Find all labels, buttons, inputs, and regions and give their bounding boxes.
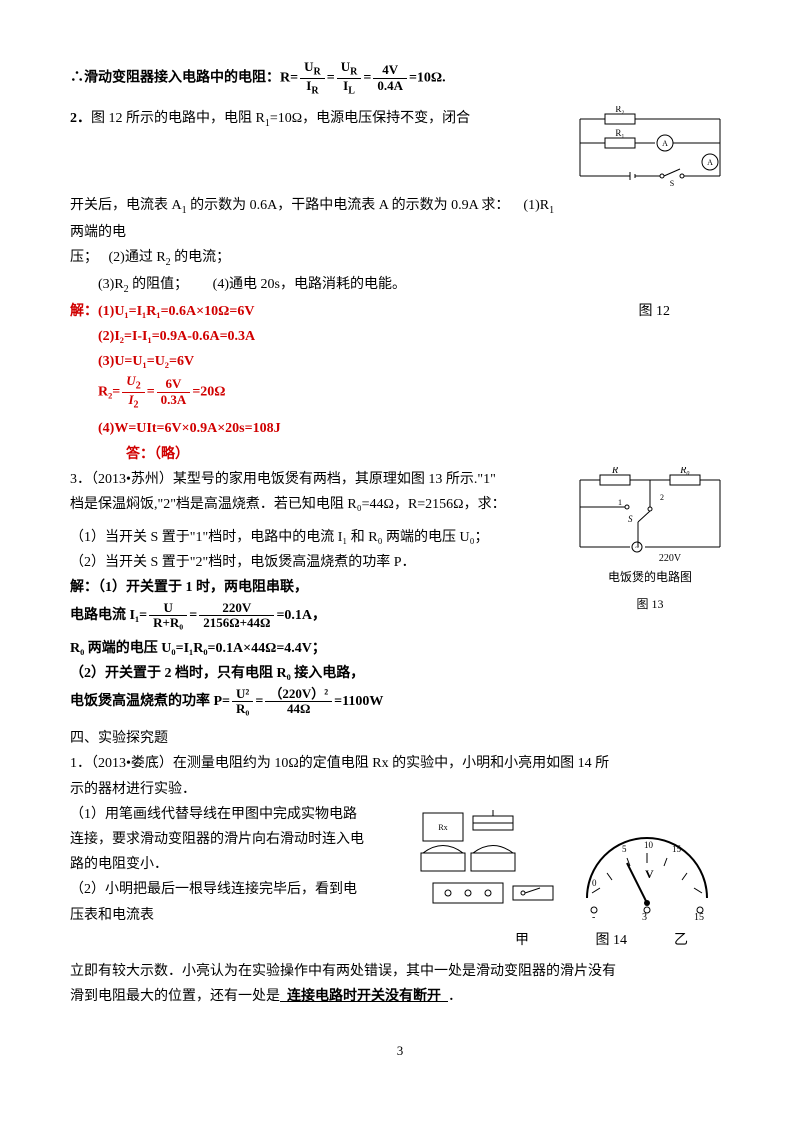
svg-text:~: ~ bbox=[635, 544, 639, 552]
q2-asks: 压； (2)通过 R2 的电流； bbox=[70, 245, 730, 272]
sec4-block: 四、实验探究题 1．（2013•娄底）在测量电阻约为 10Ω的定值电阻 Rx 的… bbox=[70, 726, 730, 1009]
svg-text:5: 5 bbox=[622, 844, 627, 854]
svg-text:0: 0 bbox=[592, 878, 597, 888]
sec4-title: 四、实验探究题 bbox=[70, 726, 730, 751]
instruments-fig14: Rx 0 5 10 bbox=[410, 808, 730, 953]
q2-sol3: (3)U=U₁=U₂=6V bbox=[70, 349, 730, 374]
svg-text:V: V bbox=[645, 867, 654, 881]
svg-text:R₂: R₂ bbox=[615, 106, 624, 114]
sec4-p1: （1）用笔画线代替导线在甲图中完成实物电路连接，要求滑动变阻器的滑片向右滑动时连… bbox=[70, 802, 370, 878]
fig12-caption: 图 12 bbox=[639, 299, 671, 324]
svg-text:1: 1 bbox=[618, 498, 622, 507]
q1-conclusion: ∴滑动变阻器接入电路中的电阻：R=URIR=URIL=4V0.4A=10Ω. bbox=[70, 60, 730, 96]
sec4-q1a: 1．（2013•娄底）在测量电阻约为 10Ω的定值电阻 Rx 的实验中，小明和小… bbox=[70, 751, 730, 776]
svg-text:S: S bbox=[670, 179, 674, 188]
page-number: 3 bbox=[70, 1039, 730, 1062]
q2-sol: 解：(1)U₁=I₁R₁=0.6A×10Ω=6V 图 12 bbox=[70, 299, 730, 324]
svg-text:A: A bbox=[662, 139, 668, 148]
svg-text:220V: 220V bbox=[659, 553, 682, 564]
svg-text:3: 3 bbox=[642, 912, 647, 923]
sec4-p2b: 立即有较大示数．小亮认为在实验操作中有两处错误，其中一处是滑动变阻器的滑片没有 bbox=[70, 959, 730, 984]
svg-text:A: A bbox=[707, 158, 713, 167]
svg-text:S: S bbox=[628, 514, 633, 524]
q2-block: R₂ R₁ A A S 2．图 12 所示的电路中，电阻 bbox=[70, 106, 730, 467]
svg-text:R₀: R₀ bbox=[679, 467, 690, 476]
svg-text:R: R bbox=[611, 467, 618, 476]
circuit-fig12: R₂ R₁ A A S bbox=[570, 106, 730, 196]
svg-text:-: - bbox=[592, 912, 595, 923]
svg-text:2: 2 bbox=[660, 493, 664, 502]
q2-sol3b: R₂=U2I2=6V0.3A=20Ω bbox=[70, 374, 730, 410]
q2-sol4: (4)W=UIt=6V×0.9A×20s=108J bbox=[70, 416, 730, 441]
sec4-q1b: 示的器材进行实验． bbox=[70, 777, 730, 802]
q2-sol2: (2)I₂=I-I₁=0.9A-0.6A=0.3A bbox=[70, 324, 730, 349]
svg-text:Rx: Rx bbox=[439, 823, 448, 832]
q2-ans: 答：（略） bbox=[70, 442, 730, 467]
sec4-p2c: 滑到电阻最大的位置，还有一处是 连接电路时开关没有断开 ． bbox=[70, 984, 730, 1009]
q2-asks2: (3)R2 的阻值； (4)通电 20s，电路消耗的电能。 bbox=[70, 272, 730, 299]
q3-sol2h: （2）开关置于 2 档时，只有电阻 R₀ 接入电路， bbox=[70, 661, 730, 686]
sec4-p2a: （2）小明把最后一根导线连接完毕后，看到电压表和电流表 bbox=[70, 877, 370, 927]
q3-block: R R₀ 2 1 S ~ 220V 电饭煲的电路图 图 13 3．（2013•苏… bbox=[70, 467, 730, 717]
q3-sol1c: R₀ 两端的电压 U₀=I₁R₀=0.1A×44Ω=4.4V； bbox=[70, 636, 730, 661]
circuit-fig13: R R₀ 2 1 S ~ 220V 电饭煲的电路图 图 13 bbox=[570, 467, 730, 597]
svg-text:15: 15 bbox=[672, 844, 682, 854]
q3-sol2: 电饭煲高温烧煮的功率 P=U²R₀=（220V）²44Ω=1100W bbox=[70, 687, 730, 717]
svg-text:15: 15 bbox=[694, 912, 704, 923]
svg-text:10: 10 bbox=[644, 840, 654, 850]
svg-text:R₁: R₁ bbox=[615, 128, 624, 138]
